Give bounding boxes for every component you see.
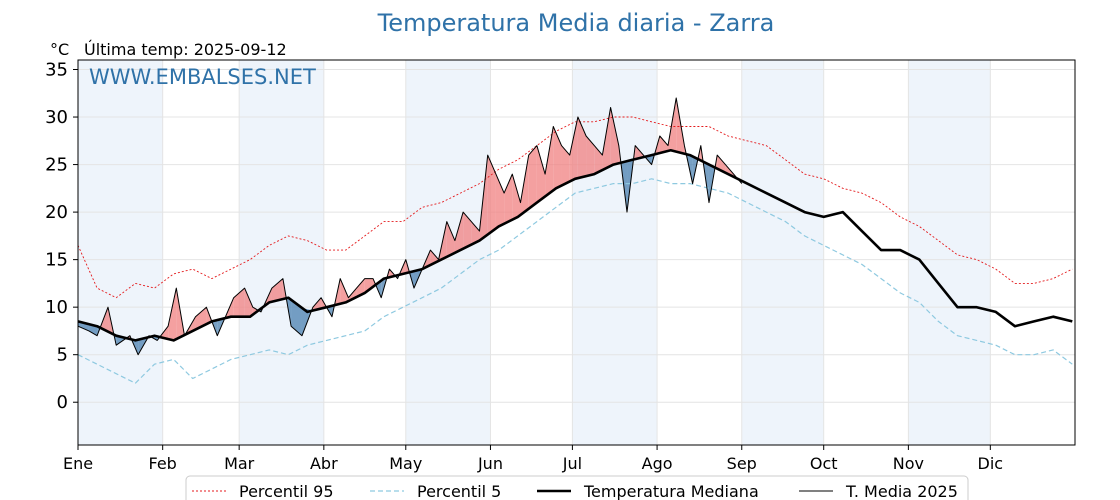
anomaly-fill	[586, 136, 595, 177]
legend-label-p95: Percentil 95	[239, 482, 334, 500]
y-tick-label: 20	[45, 202, 68, 223]
anomaly-fill	[536, 145, 546, 203]
legend-label-median: Temperatura Mediana	[583, 482, 759, 500]
x-tick-label: Ago	[642, 454, 673, 473]
y-tick-label: 15	[45, 250, 68, 271]
month-stripe	[908, 60, 991, 445]
x-tick-label: Ene	[63, 454, 93, 473]
anomaly-fill	[561, 145, 570, 186]
anomaly-fill	[244, 288, 253, 317]
x-tick-label: Abr	[310, 454, 338, 473]
last-temp-label: Última temp: 2025-09-12	[84, 40, 287, 59]
chart-title: Temperatura Media diaria - Zarra	[377, 9, 775, 37]
anomaly-fill	[635, 145, 644, 160]
x-axis-ticks: Ene Feb Mar Abr May Jun Jul Ago Sep Oct Nov Dic	[63, 445, 1003, 473]
month-stripe	[572, 60, 658, 445]
anomaly-fill	[454, 212, 464, 253]
x-tick-label: Nov	[893, 454, 924, 473]
anomaly-fill	[233, 288, 245, 317]
y-axis-ticks: 0 5 10 15 20 25 30 35	[45, 60, 78, 413]
y-tick-label: 0	[57, 392, 68, 413]
anomaly-fill	[471, 221, 480, 245]
series-line-p5	[77, 178, 1073, 384]
month-stripes	[78, 60, 991, 445]
anomaly-fill	[528, 145, 537, 209]
anomaly-fill	[659, 136, 669, 154]
x-tick-label: Sep	[727, 454, 757, 473]
anomaly-fill	[340, 278, 349, 304]
anomaly-fill	[312, 297, 322, 311]
y-tick-label: 25	[45, 155, 68, 176]
y-tick-label: 35	[45, 60, 68, 81]
anomaly-fill	[271, 278, 283, 302]
anomaly-fill	[168, 288, 177, 340]
legend-label-current: T. Media 2025	[845, 482, 958, 500]
anomaly-fill	[446, 221, 455, 257]
anomaly-fill	[504, 174, 513, 224]
unit-label: °C	[50, 40, 69, 59]
y-tick-label: 5	[57, 345, 68, 366]
anomaly-fill	[291, 299, 302, 336]
anomaly-fill	[553, 126, 562, 191]
anomaly-fill	[520, 155, 529, 215]
anomaly-fill	[512, 174, 521, 220]
y-tick-label: 30	[45, 107, 68, 128]
anomaly-fill	[487, 155, 496, 235]
anomaly-fill	[495, 174, 505, 229]
month-stripe	[741, 60, 824, 445]
month-stripe	[239, 60, 324, 445]
x-tick-label: Jun	[477, 454, 503, 473]
legend-box	[185, 475, 969, 500]
series-line-median	[77, 149, 1073, 342]
anomaly-fill	[195, 307, 207, 330]
anomaly-fill	[356, 278, 365, 297]
plot-frame	[77, 59, 1076, 446]
x-tick-label: Mar	[224, 454, 255, 473]
watermark: WWW.EMBALSES.NET	[89, 65, 316, 89]
legend: Percentil 95 Percentil 5 Temperatura Med…	[185, 475, 969, 500]
anomaly-fill	[463, 212, 472, 249]
y-tick-label: 10	[45, 297, 68, 318]
series-lines	[77, 97, 1073, 384]
anomaly-fill	[545, 126, 554, 197]
series-line-p95	[77, 116, 1073, 299]
x-tick-label: Oct	[810, 454, 838, 473]
x-tick-label: May	[389, 454, 422, 473]
anomaly-fill	[610, 107, 619, 166]
series-line-current	[77, 97, 743, 356]
anomaly-fill	[569, 117, 578, 182]
month-stripe	[78, 60, 163, 445]
x-tick-label: Dic	[978, 454, 1004, 473]
anomaly-fill	[602, 107, 611, 170]
anomaly-fill	[364, 278, 374, 293]
legend-label-p5: Percentil 5	[417, 482, 501, 500]
x-tick-label: Jul	[562, 454, 582, 473]
x-tick-label: Feb	[149, 454, 177, 473]
